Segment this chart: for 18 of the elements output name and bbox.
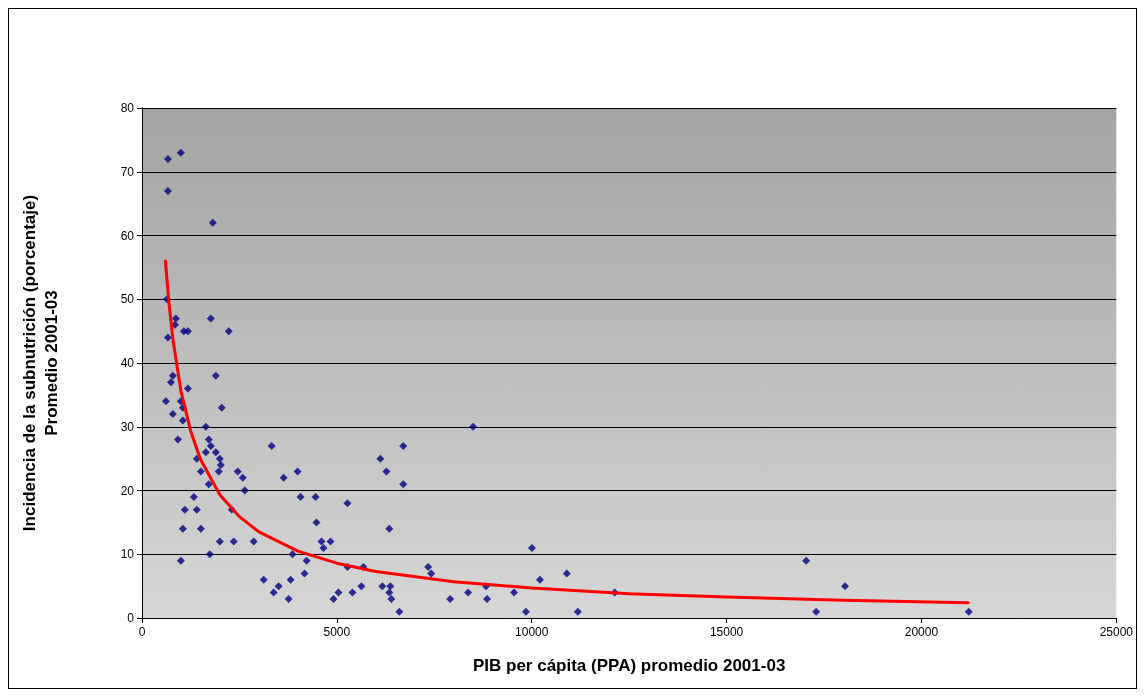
line-series [163,259,970,605]
y-tick-label: 60 [120,228,135,243]
x-tick-label: 20000 [904,625,939,639]
y-axis-title: Incidencia de la subnutrición (porcentaje) Promedio 2001-03 [19,194,61,532]
x-tick-label: 0 [138,625,146,639]
y-tick-label: 0 [127,611,135,625]
y-tick-label: 50 [120,292,135,307]
x-tick-label: 10000 [515,625,549,639]
y-tick-label: 70 [120,164,135,179]
y-tick-label: 80 [120,101,135,115]
y-tick-label: 30 [120,419,135,434]
y-tick-label: 40 [120,356,135,370]
x-axis-title: PIB per cápita (PPA) promedio 2001-03 [472,655,786,675]
y-tick-label: 20 [120,483,135,498]
x-tick-label: 25000 [1099,625,1134,639]
x-tick-label: 15000 [709,625,744,639]
y-tick-label: 10 [120,547,135,562]
x-tick-label: 5000 [323,625,351,639]
